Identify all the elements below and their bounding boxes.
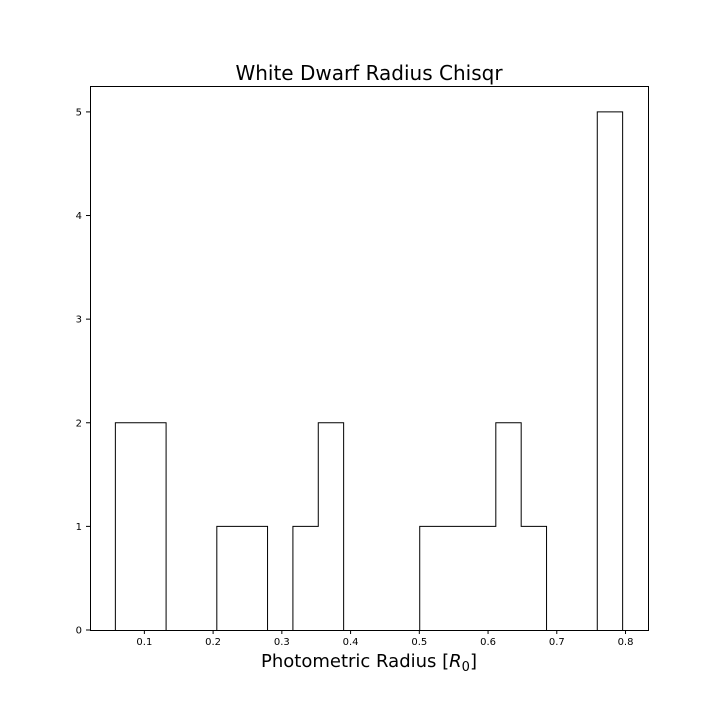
x-axis-label-suffix: ] [470,651,477,672]
y-axis-ticks: 0 1 2 3 4 5 [76,107,90,637]
x-axis-label: Photometric Radius [R0] [261,651,477,675]
x-tick-label: 0.6 [480,637,496,648]
x-axis-ticks: 0.1 0.2 0.3 0.4 0.5 0.6 0.7 0.8 [136,630,633,648]
histogram-step-group-2 [292,422,345,630]
x-tick-label: 0.4 [343,637,359,648]
x-tick-label: 0.5 [411,637,427,648]
histogram-steps [114,111,624,630]
x-axis-label-symbol: R [449,651,462,672]
histogram-step-group-4 [596,111,624,630]
y-tick-label: 2 [76,418,82,429]
x-axis-label-prefix: Photometric Radius [ [261,651,449,672]
histogram-step-group-1 [216,525,269,630]
y-tick-label: 0 [76,626,82,637]
x-axis-label-subscript: 0 [462,660,470,675]
axes-frame [90,86,649,631]
y-tick-label: 4 [76,211,82,222]
y-tick-label: 5 [76,107,82,118]
chart-title: White Dwarf Radius Chisqr [235,61,503,85]
y-tick-label: 1 [76,522,82,533]
x-tick-label: 0.1 [136,637,152,648]
x-tick-label: 0.7 [549,637,565,648]
x-tick-label: 0.3 [274,637,290,648]
y-tick-label: 3 [76,315,82,326]
histogram-step-group-3 [419,422,548,630]
x-tick-label: 0.8 [618,637,634,648]
histogram-step-group-0 [114,422,167,630]
x-tick-label: 0.2 [205,637,221,648]
